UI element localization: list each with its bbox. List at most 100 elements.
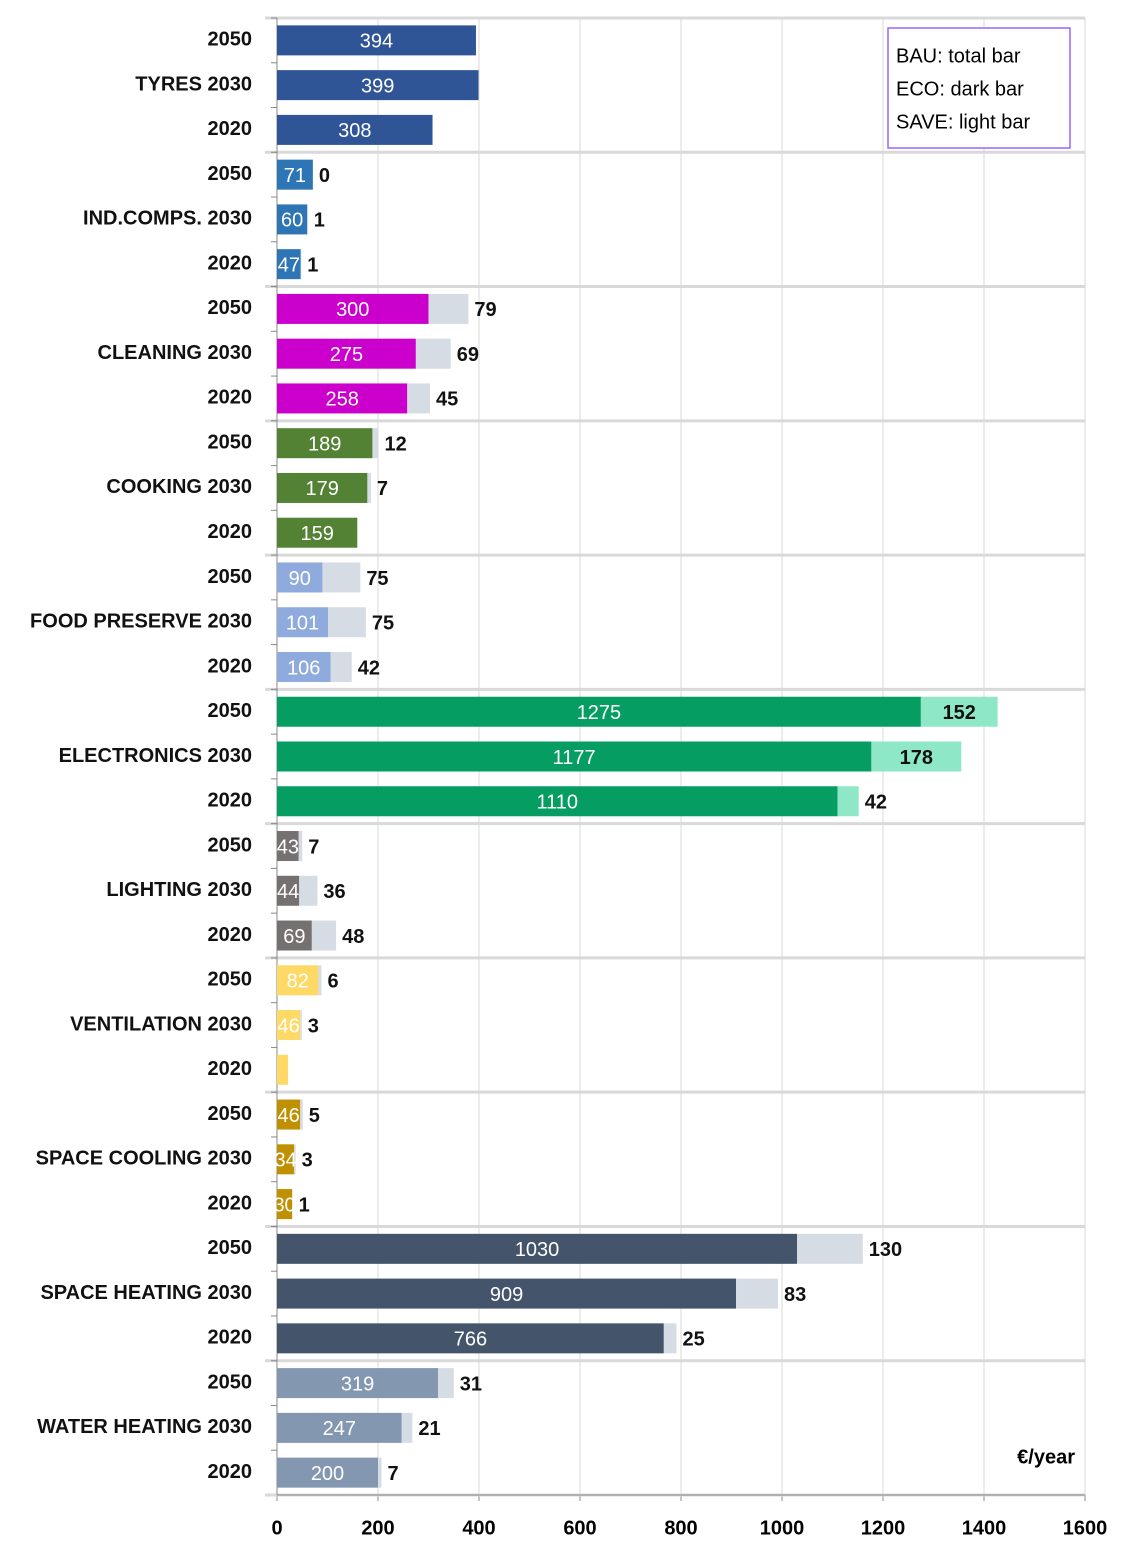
bar-save — [415, 338, 451, 369]
bar-save — [837, 786, 859, 817]
legend-title: BAU: total bar — [896, 45, 1021, 67]
x-tick-label: 600 — [563, 1517, 596, 1539]
y-tick-label: 2050 — [208, 1237, 253, 1259]
bar-eco — [277, 1099, 301, 1130]
data-label-save: 42 — [358, 657, 380, 679]
bar-eco — [277, 831, 299, 862]
data-label-save: 1 — [307, 254, 318, 276]
bar-eco — [277, 428, 373, 459]
y-tick-label: COOKING 2030 — [106, 476, 252, 498]
y-tick-label: 2050 — [208, 1103, 253, 1125]
data-label-save: 83 — [784, 1284, 806, 1306]
data-label-save: 25 — [682, 1329, 704, 1351]
data-label-eco: 399 — [361, 75, 394, 97]
bar-eco — [277, 607, 329, 638]
bar-save — [428, 293, 469, 324]
data-label-save: 31 — [460, 1373, 482, 1395]
data-label-eco: 46 — [277, 1105, 299, 1127]
bar-save — [300, 1099, 303, 1130]
bar-eco — [277, 562, 323, 593]
data-label-save: 79 — [474, 299, 496, 321]
data-label-save: 69 — [457, 344, 479, 366]
bar-save — [736, 1278, 778, 1309]
bar-eco — [277, 517, 358, 548]
bar-save — [294, 1144, 296, 1175]
y-tick-label: 2050 — [208, 431, 253, 453]
data-label-save: 3 — [308, 1015, 319, 1037]
bar-save — [300, 249, 302, 280]
y-tick-label: TYRES 2030 — [135, 73, 252, 95]
y-tick-label: 2020 — [208, 655, 253, 677]
y-tick-label: WATER HEATING 2030 — [37, 1416, 252, 1438]
y-tick-label: 2020 — [208, 252, 253, 274]
data-label-eco: 34 — [274, 1150, 296, 1172]
data-label-eco: 189 — [308, 433, 341, 455]
bar-eco — [277, 1457, 378, 1488]
bar-eco — [277, 875, 300, 906]
data-label-eco: 394 — [360, 31, 393, 53]
y-tick-label: FOOD PRESERVE 2030 — [30, 611, 252, 633]
data-label-eco: 319 — [341, 1373, 374, 1395]
y-tick-label: 2020 — [208, 118, 253, 140]
y-tick-label: 2020 — [208, 1192, 253, 1214]
bar-eco — [277, 786, 838, 817]
data-label-save: 6 — [327, 971, 338, 993]
bar-eco — [277, 920, 312, 951]
bar-save — [292, 1189, 293, 1220]
data-label-eco: 82 — [287, 971, 309, 993]
y-tick-label: 2050 — [208, 700, 253, 722]
bar-eco — [277, 159, 313, 190]
data-label-save: 1 — [299, 1194, 310, 1216]
data-label-eco: 258 — [325, 389, 358, 411]
data-label-eco: 200 — [311, 1463, 344, 1485]
data-label-eco: 1110 — [537, 792, 579, 814]
bar-eco — [277, 1368, 439, 1399]
y-tick-label: 2050 — [208, 29, 253, 51]
bar-save — [307, 204, 308, 235]
bar-eco — [277, 1010, 301, 1041]
data-label-eco: 47 — [278, 254, 300, 276]
y-tick-label: VENTILATION 2030 — [70, 1013, 252, 1035]
bar-eco — [277, 114, 433, 145]
data-label-save: 0 — [319, 165, 330, 187]
bar-save — [322, 562, 361, 593]
data-label-eco: 106 — [287, 657, 320, 679]
y-tick-label: SPACE COOLING 2030 — [36, 1148, 252, 1170]
data-label-eco: 247 — [323, 1418, 356, 1440]
x-tick-label: 0 — [271, 1517, 282, 1539]
x-tick-label: 1000 — [760, 1517, 805, 1539]
data-label-save: 42 — [865, 792, 887, 814]
data-label-eco: 159 — [300, 523, 333, 545]
bar-eco — [277, 338, 416, 369]
x-tick-label: 1200 — [861, 1517, 906, 1539]
data-label-save: 12 — [385, 433, 407, 455]
bar-save — [871, 741, 962, 772]
bar-eco — [277, 383, 408, 414]
data-label-save: 130 — [869, 1239, 902, 1261]
legend-box — [887, 27, 1071, 149]
data-label-eco: 1177 — [553, 747, 596, 769]
bar-eco — [277, 1144, 295, 1175]
bar-eco — [277, 651, 331, 682]
y-tick-label: 2050 — [208, 163, 253, 185]
bar-eco — [277, 293, 429, 324]
data-label-save: 75 — [372, 613, 394, 635]
bar-save — [401, 1412, 413, 1443]
data-label-eco: 1275 — [577, 702, 622, 724]
y-tick-label: 2020 — [208, 924, 253, 946]
y-tick-label: 2020 — [208, 1461, 253, 1483]
x-tick-label: 1600 — [1063, 1517, 1108, 1539]
data-label-eco: 179 — [306, 478, 339, 500]
y-tick-label: 2050 — [208, 1371, 253, 1393]
data-label-save: 152 — [943, 702, 976, 724]
bar-save — [300, 1010, 302, 1041]
data-label-eco: 101 — [286, 613, 319, 635]
bar-save — [920, 696, 998, 727]
data-label-eco: 275 — [330, 344, 363, 366]
bar-eco — [277, 1278, 737, 1309]
y-tick-label: 2020 — [208, 790, 253, 812]
y-tick-label: IND.COMPS. 2030 — [83, 208, 252, 230]
data-label-eco: 30 — [273, 1194, 295, 1216]
